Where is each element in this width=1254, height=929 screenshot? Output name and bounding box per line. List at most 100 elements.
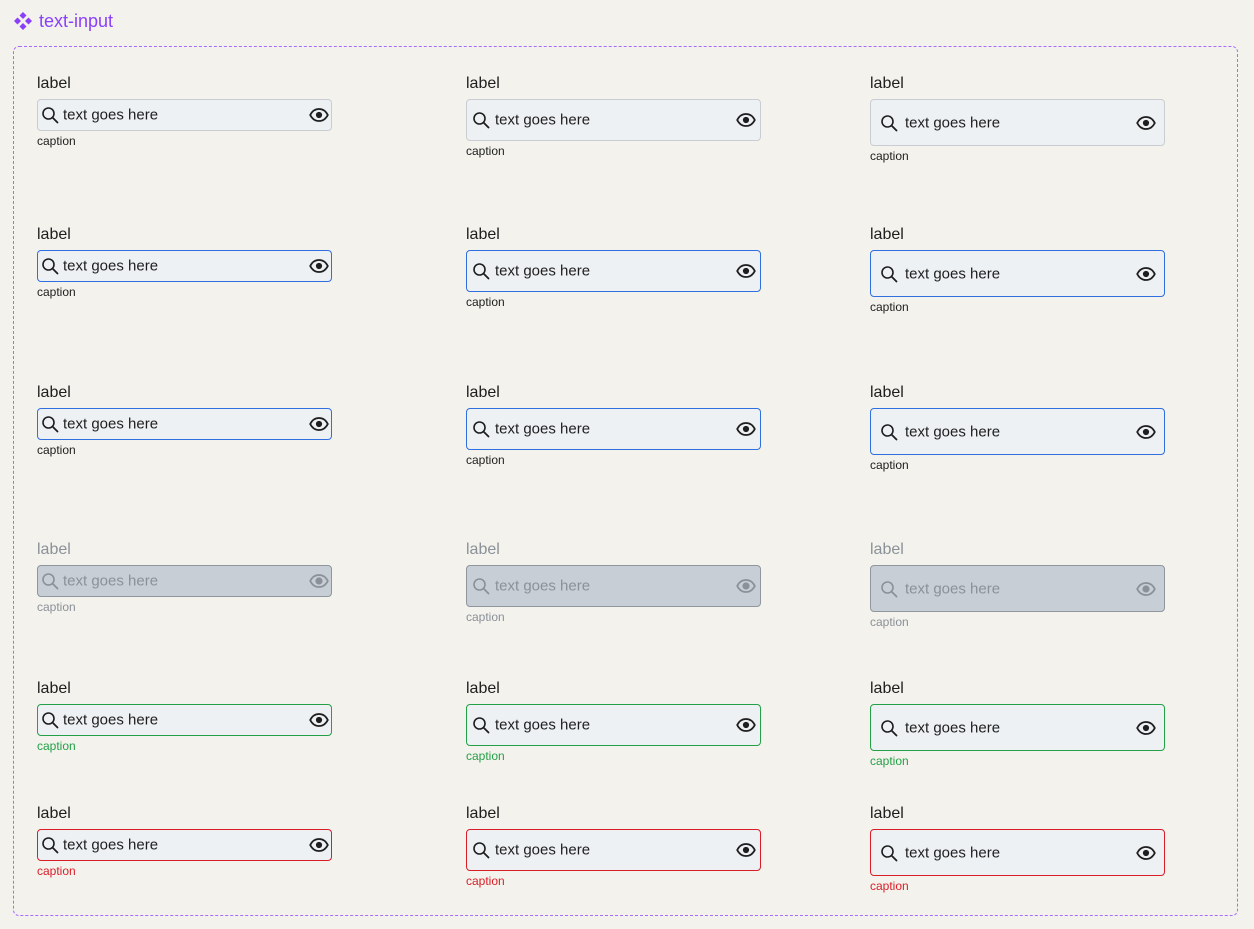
component-title[interactable]: text-input [13,10,113,32]
input-value: text goes here [63,711,159,729]
eye-icon [736,579,756,593]
text-input-field[interactable]: text goes here [870,250,1165,297]
text-input-field[interactable]: text goes here [870,829,1165,876]
input-caption: caption [466,610,505,624]
input-label: label [870,680,904,697]
input-label: label [466,226,500,243]
text-input-field: text goes here [37,565,332,597]
search-icon [42,416,59,433]
input-value: text goes here [495,577,591,595]
text-input-field[interactable]: text goes here [37,250,332,282]
input-value: text goes here [905,423,1001,440]
input-label: label [870,226,904,243]
eye-icon[interactable] [309,106,329,124]
eye-icon[interactable] [309,415,329,433]
search-icon [473,112,490,129]
input-caption: caption [466,749,505,763]
input-label: label [37,680,71,697]
text-input-field[interactable]: text goes here [870,99,1165,146]
search-icon [42,258,59,275]
text-input-field[interactable]: text goes here [466,704,761,746]
text-input-field[interactable]: text goes here [870,704,1165,751]
input-label: label [37,75,71,92]
eye-icon[interactable] [1136,423,1156,441]
text-input-field[interactable]: text goes here [37,408,332,440]
input-label: label [37,226,71,243]
input-value: text goes here [905,114,1001,131]
input-value: text goes here [63,572,159,590]
text-input-focus-md: label text goes here caption [466,226,761,309]
text-input-disabled-md: label text goes here caption [466,541,761,624]
input-value: text goes here [63,257,159,275]
text-input-default-lg: label text goes here caption [870,75,1165,163]
search-icon [881,265,898,282]
component-set-frame [13,46,1238,916]
eye-icon[interactable] [736,262,756,280]
input-value: text goes here [905,844,1001,861]
text-input-field[interactable]: text goes here [37,99,332,131]
search-icon [473,421,490,438]
input-caption: caption [466,874,505,888]
input-caption: caption [466,295,505,309]
text-input-field[interactable]: text goes here [466,250,761,292]
text-input-error-md: label text goes here caption [466,805,761,888]
eye-icon[interactable] [736,420,756,438]
input-caption: caption [37,864,76,878]
text-input-active-lg: label text goes here caption [870,384,1165,472]
eye-icon[interactable] [309,836,329,854]
input-label: label [466,75,500,92]
eye-icon[interactable] [309,257,329,275]
text-input-field[interactable]: text goes here [466,408,761,450]
text-input-active-md: label text goes here caption [466,384,761,467]
text-input-field[interactable]: text goes here [37,704,332,736]
input-caption: caption [466,453,505,467]
text-input-default-md: label text goes here caption [466,75,761,158]
eye-icon[interactable] [1136,719,1156,737]
search-icon [881,423,898,440]
input-value: text goes here [495,420,591,438]
search-icon [473,842,490,859]
text-input-success-md: label text goes here caption [466,680,761,763]
text-input-focus-sm: label text goes here caption [37,226,332,299]
search-icon [42,573,59,590]
text-input-success-sm: label text goes here caption [37,680,332,753]
input-label: label [466,680,500,697]
eye-icon[interactable] [309,711,329,729]
text-input-field[interactable]: text goes here [466,829,761,871]
input-value: text goes here [905,719,1001,736]
text-input-active-sm: label text goes here caption [37,384,332,457]
text-input-error-lg: label text goes here caption [870,805,1165,893]
input-caption: caption [37,739,76,753]
input-caption: caption [870,458,909,472]
eye-icon[interactable] [1136,265,1156,283]
input-value: text goes here [495,111,591,129]
input-caption: caption [870,615,909,629]
input-label: label [870,75,904,92]
input-label: label [466,541,500,558]
eye-icon[interactable] [736,841,756,859]
text-input-error-sm: label text goes here caption [37,805,332,878]
input-caption: caption [870,754,909,768]
input-value: text goes here [63,415,159,433]
search-icon [42,107,59,124]
text-input-field[interactable]: text goes here [37,829,332,861]
input-value: text goes here [495,262,591,280]
text-input-field: text goes here [870,565,1165,612]
eye-icon[interactable] [736,716,756,734]
component-name: text-input [39,10,114,31]
eye-icon[interactable] [1136,844,1156,862]
input-label: label [870,541,904,558]
input-value: text goes here [905,265,1001,282]
text-input-field[interactable]: text goes here [870,408,1165,455]
input-caption: caption [870,300,909,314]
input-caption: caption [870,879,909,893]
text-input-disabled-lg: label text goes here caption [870,541,1165,629]
search-icon [881,114,898,131]
input-caption: caption [870,149,909,163]
input-label: label [37,805,71,822]
eye-icon[interactable] [736,111,756,129]
eye-icon [1136,581,1156,596]
eye-icon[interactable] [1136,114,1156,132]
input-value: text goes here [495,716,591,734]
text-input-field[interactable]: text goes here [466,99,761,141]
